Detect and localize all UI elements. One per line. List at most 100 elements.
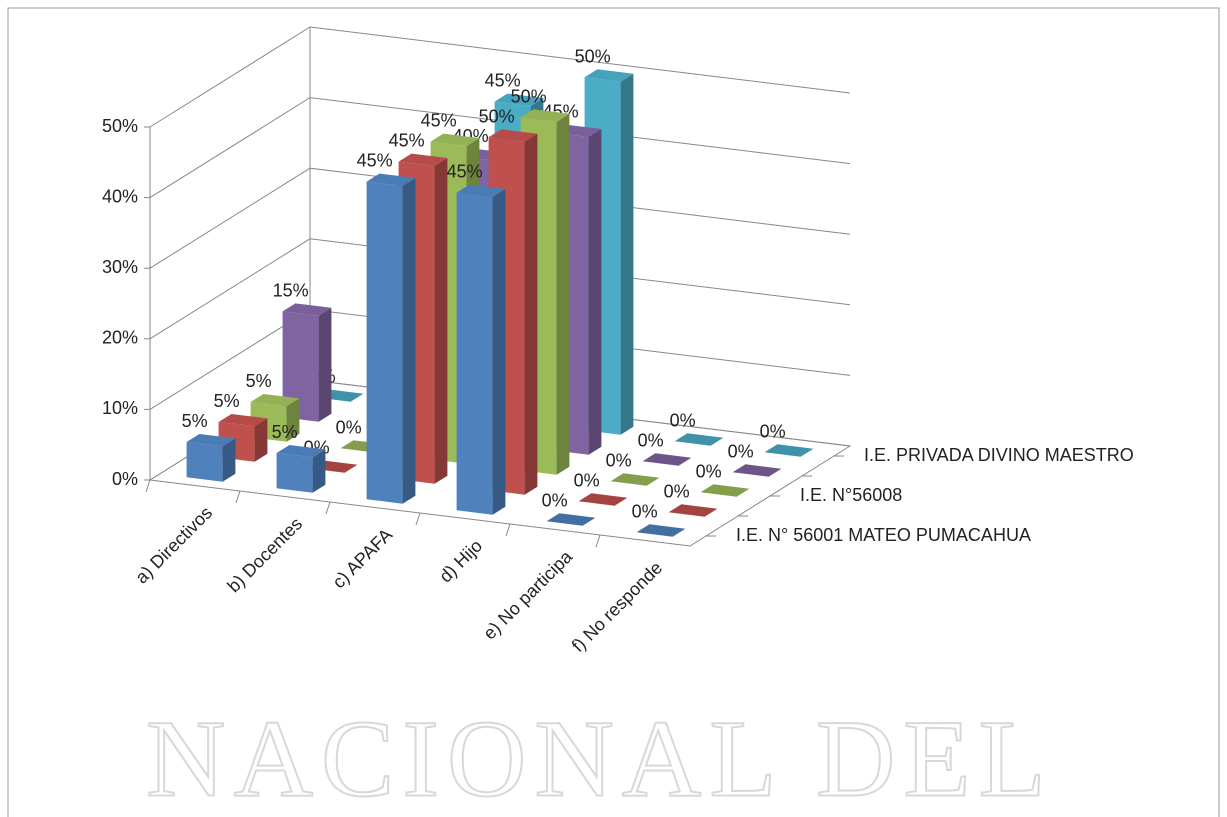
y-tick-label: 0% [112,469,138,489]
value-label: 45% [357,151,393,171]
bar-side [222,438,236,482]
bar-top [610,473,660,486]
frame [7,7,1220,817]
bar [276,445,326,493]
bar [764,444,814,457]
value-label: 45% [389,131,425,151]
bar-top [250,394,300,407]
bar-top [186,434,236,447]
value-label: 0% [664,481,690,501]
bar-side [588,129,602,455]
bar-top [732,464,782,477]
bar-side [318,307,332,422]
bar-top [520,109,570,122]
x-tick [595,534,601,548]
bar [282,303,332,422]
x-tick-label: b) Docentes [223,514,306,597]
bar [578,493,628,506]
x-tick-label: c) APAFA [329,525,397,593]
bar-top [642,453,692,466]
x-tick [235,490,241,504]
watermark: NACIONAL DEL [146,697,1054,817]
bar [366,173,416,504]
bar-top [700,484,750,497]
bar-front [282,311,319,422]
x-tick-label: f) No responde [568,558,666,656]
y-tick-label: 40% [102,186,138,206]
value-label: 50% [575,46,611,66]
value-label: 45% [485,71,521,91]
bar-top [584,69,634,82]
bar-top [398,153,448,166]
value-label: 0% [670,410,696,430]
bar-side [620,73,634,435]
y-tick-label: 10% [102,398,138,418]
bar-top [764,444,814,457]
bar-side [434,158,448,484]
bar-top [636,524,686,537]
bar [700,484,750,497]
bar-side [524,133,538,495]
bar-side [312,449,326,493]
bar-side [254,418,268,462]
y-tick-label: 50% [102,116,138,136]
bar-top [276,445,326,458]
bar [668,504,718,517]
bar-front [366,181,403,504]
x-tick [145,479,151,493]
x-tick [325,501,331,515]
bar-top [494,93,544,106]
value-label: 5% [182,411,208,431]
value-label: 0% [574,470,600,490]
x-tick-label: d) Hijo [435,536,486,587]
value-label: 0% [728,441,754,461]
x-tick-label: a) Directivos [131,503,216,588]
value-label: 0% [760,421,786,441]
value-label: 0% [606,450,632,470]
bar-top [578,493,628,506]
bar [732,464,782,477]
value-label: 0% [696,461,722,481]
value-label: 5% [272,422,298,442]
bar-top [674,433,724,446]
bar-top [430,133,480,146]
bar-front [276,453,313,493]
bar-top [456,184,506,197]
depth-label: I.E. N°56008 [800,485,902,505]
value-label: 0% [632,501,658,521]
bar-side [492,189,506,515]
value-label: 50% [479,106,515,126]
value-label: 0% [542,490,568,510]
bar-top [488,129,538,142]
bar [546,513,596,526]
bar [456,184,506,515]
x-tick-label: e) No participa [479,546,577,644]
bar-side [556,113,570,475]
bar-top [282,303,332,316]
y-tick-label: 20% [102,328,138,348]
value-label: 0% [336,417,362,437]
bar-front [186,442,223,482]
x-tick [415,512,421,526]
bar-top [546,513,596,526]
value-label: 15% [273,280,309,300]
bar-side [402,178,416,504]
bar [642,453,692,466]
bar-front [456,192,493,515]
bar [610,473,660,486]
value-label: 50% [511,86,547,106]
bar-top [366,173,416,186]
depth-label: I.E. N° 56001 MATEO PUMACAHUA [736,525,1031,545]
bar-side [286,398,300,442]
value-label: 0% [638,430,664,450]
value-label: 5% [214,391,240,411]
bar [674,433,724,446]
depth-label: I.E. PRIVADA DIVINO MAESTRO [864,445,1134,465]
y-tick-label: 30% [102,257,138,277]
bar-top [218,414,268,427]
bar [186,434,236,482]
bar [636,524,686,537]
value-label: 45% [421,111,457,131]
value-label: 5% [246,371,272,391]
